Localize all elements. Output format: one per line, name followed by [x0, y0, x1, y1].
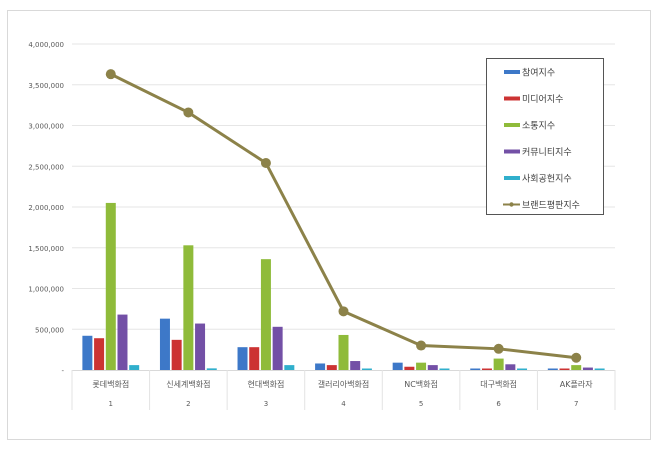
bar-소통지수 — [571, 365, 582, 370]
bar-미디어지수 — [94, 338, 105, 370]
rank-label: 4 — [341, 400, 346, 408]
bar-참여지수 — [470, 368, 481, 370]
bar-커뮤니티지수 — [427, 365, 438, 370]
rank-label: 7 — [574, 400, 578, 408]
line-point — [183, 107, 194, 118]
legend-swatch — [504, 96, 520, 101]
y-tick-label: 2,000,000 — [28, 204, 64, 212]
y-tick-label: 500,000 — [35, 326, 64, 334]
bar-사회공헌지수 — [206, 368, 217, 370]
legend-label: 미디어지수 — [522, 94, 563, 105]
bar-사회공헌지수 — [517, 368, 528, 370]
bar-미디어지수 — [326, 365, 337, 370]
bar-미디어지수 — [249, 347, 260, 370]
category-label: 롯데백화점 — [92, 379, 129, 389]
bar-커뮤니티지수 — [117, 314, 128, 370]
legend-label: 참여지수 — [522, 67, 555, 79]
category-label: 현대백화점 — [248, 379, 285, 389]
bar-미디어지수 — [171, 339, 182, 370]
legend-swatch — [504, 176, 520, 180]
legend-marker — [509, 202, 514, 207]
rank-label: 2 — [186, 400, 190, 408]
bar-소통지수 — [183, 245, 194, 370]
line-point — [338, 306, 349, 317]
bar-커뮤니티지수 — [505, 364, 516, 370]
category-label: NC백화점 — [404, 379, 438, 389]
category-label: AK플라자 — [560, 380, 593, 389]
legend-box — [486, 58, 604, 215]
bar-사회공헌지수 — [284, 365, 295, 370]
line-point — [105, 69, 116, 80]
y-tick-label: 3,500,000 — [28, 82, 64, 90]
line-point — [260, 157, 271, 168]
bar-소통지수 — [338, 334, 349, 370]
bar-소통지수 — [416, 362, 427, 370]
legend-swatch — [504, 149, 520, 154]
bar-커뮤니티지수 — [350, 361, 361, 370]
bar-참여지수 — [159, 318, 170, 370]
y-tick-label: 2,500,000 — [28, 163, 64, 171]
rank-label: 1 — [109, 400, 113, 408]
bar-참여지수 — [237, 347, 248, 370]
bar-미디어지수 — [481, 368, 492, 370]
category-label: 신세계백화점 — [166, 379, 210, 389]
bar-미디어지수 — [404, 366, 415, 370]
bar-사회공헌지수 — [129, 365, 140, 370]
y-tick-label: 1,000,000 — [28, 286, 64, 294]
rank-label: 3 — [264, 400, 268, 408]
legend-swatch — [504, 123, 520, 127]
line-point — [416, 340, 427, 351]
bar-사회공헌지수 — [439, 368, 450, 370]
bar-커뮤니티지수 — [195, 323, 206, 370]
bar-참여지수 — [392, 362, 403, 370]
legend-swatch — [504, 70, 520, 74]
bar-사회공헌지수 — [361, 368, 372, 370]
y-tick-label: 4,000,000 — [28, 41, 64, 49]
y-tick-label: 3,000,000 — [28, 123, 64, 131]
rank-label: 5 — [419, 400, 423, 408]
bar-소통지수 — [493, 358, 504, 370]
category-label: 대구백화점 — [480, 379, 517, 389]
bar-커뮤니티지수 — [582, 367, 593, 370]
bar-소통지수 — [260, 259, 271, 370]
line-point — [493, 343, 504, 354]
bar-참여지수 — [82, 335, 93, 370]
bar-사회공헌지수 — [594, 368, 605, 370]
category-label: 갤러리아백화점 — [318, 379, 370, 389]
bar-소통지수 — [105, 202, 116, 370]
bar-커뮤니티지수 — [272, 326, 283, 370]
bar-참여지수 — [315, 363, 326, 370]
bar-참여지수 — [547, 368, 558, 370]
legend-label: 브랜드평판지수 — [522, 200, 580, 211]
rank-label: 6 — [496, 400, 501, 408]
y-tick-label: 1,500,000 — [28, 245, 64, 253]
y-tick-label: - — [61, 367, 64, 375]
legend-label: 소통지수 — [522, 121, 555, 132]
bar-미디어지수 — [559, 368, 570, 370]
legend-label: 사회공헌지수 — [522, 174, 572, 185]
legend-label: 커뮤니티지수 — [522, 147, 572, 158]
line-point — [571, 352, 582, 363]
